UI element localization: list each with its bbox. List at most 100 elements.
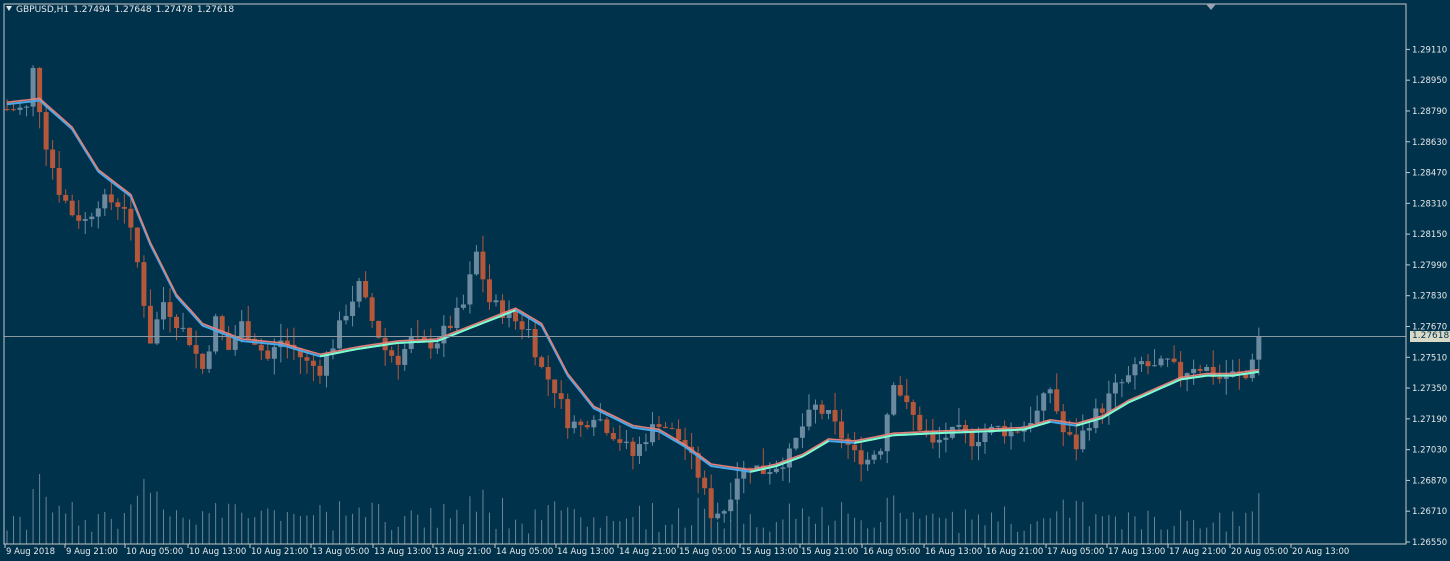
candle <box>826 409 832 420</box>
candle <box>121 193 127 224</box>
candle <box>676 419 682 441</box>
x-tick-label: 10 Aug 05:00 <box>126 547 183 557</box>
candle-body <box>89 216 95 220</box>
candle-body <box>232 337 238 350</box>
candle <box>702 470 708 495</box>
candle <box>969 428 975 461</box>
y-tick-label: 1.27030 <box>1412 446 1447 456</box>
candle-body <box>649 424 655 443</box>
candle-body <box>1112 382 1118 394</box>
candle-body <box>962 424 968 432</box>
candle-body <box>4 109 10 111</box>
candle-body <box>1223 376 1229 379</box>
candle-body <box>780 467 786 469</box>
candle-body <box>513 311 519 322</box>
candle <box>630 437 636 470</box>
x-tick-label: 16 Aug 13:00 <box>925 547 982 557</box>
price-axis[interactable]: 1.29110 1.28950 1.28790 1.28630 1.28470 1.283… <box>1406 45 1447 548</box>
candles <box>4 65 1262 529</box>
y-tick-label: 1.29110 <box>1412 45 1447 55</box>
candle-body <box>1158 358 1164 366</box>
candle <box>284 328 290 359</box>
candle-body <box>721 511 727 514</box>
candle-body <box>395 355 401 365</box>
candle <box>891 382 897 417</box>
time-axis[interactable]: 9 Aug 2018 9 Aug 21:00 10 Aug 05:00 10 Aug … <box>4 544 1349 557</box>
candle-body <box>539 357 545 367</box>
x-tick-label: 14 Aug 05:00 <box>496 547 553 557</box>
candle <box>115 198 121 220</box>
candle-body <box>819 404 825 414</box>
candle-body <box>1171 358 1177 362</box>
candle-body <box>467 274 473 305</box>
candle <box>956 407 962 432</box>
candle <box>1223 359 1229 395</box>
candle <box>63 189 69 204</box>
candle-body <box>441 325 447 344</box>
candle-body <box>702 477 708 489</box>
candle <box>317 359 323 384</box>
x-tick-label: 17 Aug 05:00 <box>1047 547 1104 557</box>
candle <box>565 393 571 439</box>
candle-body <box>473 251 479 275</box>
candle <box>1249 353 1255 382</box>
candle-body <box>265 350 271 359</box>
candle <box>571 415 577 434</box>
x-tick-label: 9 Aug 21:00 <box>66 547 118 557</box>
candle <box>636 436 642 464</box>
y-tick-label: 1.26870 <box>1412 476 1447 486</box>
candle <box>532 320 538 366</box>
candle-body <box>428 341 434 349</box>
candle <box>852 431 858 463</box>
candle-body <box>343 315 349 321</box>
candle-body <box>545 366 551 380</box>
candle-body <box>767 472 773 474</box>
candle <box>715 502 721 520</box>
chart-shift-marker-icon[interactable] <box>1206 4 1216 10</box>
candle-body <box>578 421 584 426</box>
candle <box>219 314 225 341</box>
candle-body <box>1034 410 1040 424</box>
candle <box>1191 359 1197 385</box>
candle <box>24 105 30 117</box>
candle <box>128 193 134 241</box>
x-tick-label: 9 Aug 2018 <box>6 547 55 557</box>
x-tick-label: 20 Aug 13:00 <box>1292 547 1349 557</box>
candle <box>897 376 903 397</box>
candle-body <box>154 319 160 344</box>
candle-body <box>936 439 942 443</box>
candle-body <box>865 459 871 465</box>
candle-body <box>1015 431 1021 433</box>
candle-body <box>995 425 1001 427</box>
candle-body <box>610 432 616 440</box>
candle-body <box>695 453 701 478</box>
candle <box>291 327 297 360</box>
candle <box>310 353 316 382</box>
candle-body <box>526 329 532 331</box>
chevron-down-icon[interactable] <box>6 6 12 11</box>
y-tick-label: 1.28790 <box>1412 107 1447 117</box>
candle-body <box>917 414 923 431</box>
candle <box>812 399 818 424</box>
candle <box>486 264 492 310</box>
candle-body <box>56 168 62 195</box>
candle-body <box>1086 428 1092 431</box>
candle-body <box>943 437 949 440</box>
x-tick-label: 15 Aug 13:00 <box>741 547 798 557</box>
chart-frame <box>3 3 1407 545</box>
x-tick-label: 16 Aug 05:00 <box>863 547 920 557</box>
candle <box>447 315 453 331</box>
x-tick-label: 13 Aug 05:00 <box>312 547 369 557</box>
candle-body <box>793 437 799 449</box>
candle <box>1171 345 1177 364</box>
candle <box>604 416 610 436</box>
candle-body <box>193 345 199 354</box>
candle <box>975 427 981 461</box>
candle <box>154 311 160 346</box>
candle-body <box>115 202 121 207</box>
candle <box>793 437 799 451</box>
candle-body <box>460 304 466 308</box>
candle-body <box>167 302 173 317</box>
